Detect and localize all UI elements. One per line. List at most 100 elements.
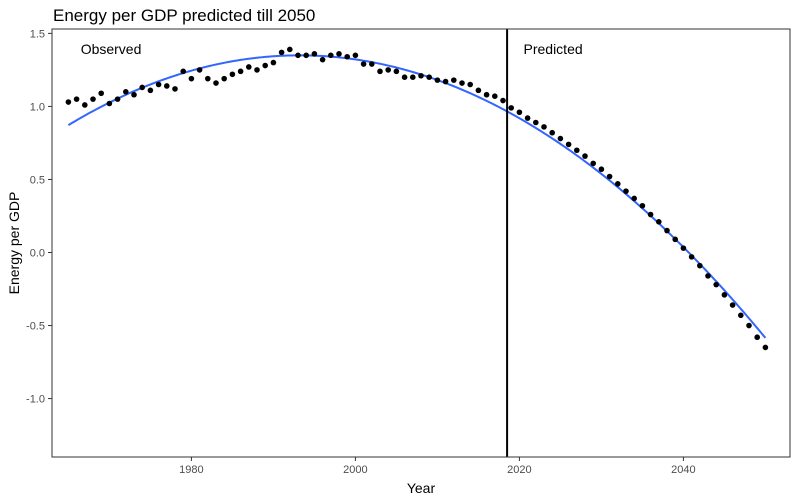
observed-point — [106, 100, 113, 107]
observed-point — [426, 74, 433, 81]
predicted-point — [533, 119, 539, 126]
observed-point — [139, 84, 145, 91]
predicted-point — [549, 129, 555, 136]
observed-point — [483, 91, 490, 98]
observed-point — [418, 72, 424, 79]
observed-point — [180, 68, 186, 75]
observed-point — [385, 67, 392, 73]
observed-point — [311, 51, 318, 57]
observed-point — [369, 61, 375, 67]
observed-point — [328, 52, 334, 59]
y-tick-label: -1.0 — [26, 394, 45, 406]
observed-point — [229, 71, 236, 78]
observed-point — [213, 80, 219, 86]
observed-point — [172, 86, 178, 92]
observed-point — [82, 102, 88, 108]
y-tick-label: 0.0 — [30, 247, 45, 259]
observed-point — [467, 81, 474, 88]
predicted-point — [615, 181, 621, 187]
observed-point — [164, 83, 170, 89]
y-tick-label: 1.0 — [30, 101, 45, 113]
marks-layer — [65, 29, 769, 457]
predicted-point — [574, 147, 580, 154]
observed-point — [188, 75, 195, 82]
y-axis-title: Energy per GDP — [6, 192, 22, 295]
observed-point — [155, 81, 162, 88]
x-tick-label: 2000 — [343, 464, 367, 476]
observed-point — [410, 74, 416, 81]
trend-line — [67, 54, 767, 339]
predicted-point — [647, 211, 654, 218]
observed-point — [270, 59, 277, 66]
observed-point — [90, 96, 96, 102]
predicted-label: Predicted — [524, 41, 583, 57]
predicted-point — [582, 153, 588, 159]
observed-point — [401, 74, 408, 81]
predicted-point — [606, 173, 613, 180]
observed-point — [221, 75, 227, 82]
observed-point — [303, 52, 310, 59]
observed-point — [336, 51, 342, 57]
plot-frame — [51, 28, 791, 458]
observed-point — [237, 68, 244, 75]
predicted-point — [557, 135, 564, 142]
observed-point — [254, 67, 260, 73]
predicted-point — [754, 334, 760, 341]
predicted-point — [598, 166, 605, 173]
x-axis-title: Year — [407, 480, 436, 496]
observed-point — [360, 61, 367, 67]
predicted-point — [672, 236, 678, 243]
predicted-point — [524, 115, 531, 121]
predicted-point — [623, 188, 629, 194]
predicted-point — [508, 105, 514, 111]
observed-point — [377, 68, 383, 75]
predicted-point — [762, 344, 769, 351]
observed-point — [65, 99, 72, 105]
chart-title: Energy per GDP predicted till 2050 — [53, 6, 316, 25]
observed-point — [344, 53, 351, 60]
predicted-point — [729, 302, 736, 308]
observed-point — [319, 56, 326, 63]
y-tick-label: 0.5 — [30, 174, 45, 186]
observed-point — [196, 67, 203, 73]
observed-point — [393, 68, 400, 75]
predicted-point — [541, 124, 547, 130]
predicted-point — [639, 202, 646, 209]
x-tick-label: 2040 — [671, 464, 695, 476]
predicted-point — [697, 262, 703, 269]
predicted-point — [664, 227, 670, 234]
predicted-point — [516, 109, 523, 116]
observed-point — [492, 93, 498, 99]
predicted-point — [746, 322, 752, 329]
predicted-point — [721, 292, 728, 298]
observed-point — [114, 96, 121, 102]
observed-point — [434, 77, 441, 83]
predicted-point — [738, 312, 744, 319]
observed-point — [459, 80, 465, 86]
observed-point — [352, 52, 359, 59]
observed-point — [442, 78, 449, 85]
observed-point — [98, 90, 104, 97]
observed-point — [131, 91, 137, 98]
predicted-point — [688, 254, 695, 260]
predicted-point — [656, 219, 662, 225]
observed-point — [123, 89, 129, 95]
observed-point — [451, 77, 457, 83]
observed-point — [147, 87, 154, 94]
y-tick-label: 1.5 — [30, 28, 45, 40]
predicted-point — [565, 141, 572, 148]
observed-point — [278, 49, 285, 56]
y-tick-label: -0.5 — [26, 321, 45, 333]
predicted-point — [713, 281, 719, 288]
axis-layer: 1980 2000 2020 2040 -1.0 -0.5 0.0 0.5 1.0 1.5 Obse… — [26, 28, 696, 476]
predicted-point — [680, 245, 687, 251]
observed-point — [500, 97, 506, 104]
observed-label: Observed — [81, 41, 142, 57]
predicted-point — [705, 273, 711, 279]
observed-point — [262, 62, 269, 69]
observed-point — [295, 52, 301, 59]
observed-point — [475, 87, 482, 94]
observed-point — [287, 46, 293, 53]
predicted-point — [631, 195, 637, 202]
